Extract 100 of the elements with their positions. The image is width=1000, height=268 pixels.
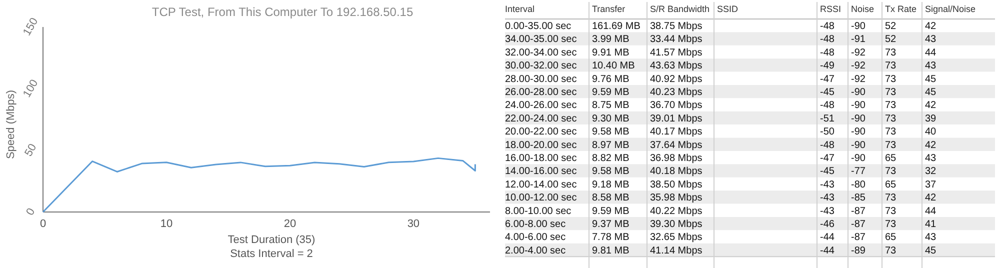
text: 44: [925, 206, 936, 217]
x-axis-title: Test Duration (35): [228, 234, 316, 246]
text: 9.59 MB: [592, 206, 630, 217]
text: 28.00-30.00 sec: [505, 74, 577, 85]
text: 24.00-26.00 sec: [505, 100, 577, 112]
y-axis-title: Speed (Mbps): [5, 90, 17, 160]
text: -90: [851, 153, 866, 164]
y-tick-label: 150: [21, 16, 41, 38]
text: 161.69 MB: [592, 21, 640, 32]
text: 43: [925, 34, 936, 46]
text: -44: [820, 245, 834, 256]
text: 9.18 MB: [592, 179, 630, 190]
text: 39: [925, 113, 936, 124]
text: 41.14 Mbps: [650, 245, 702, 256]
category-label: S/R Bandwidth: [650, 4, 710, 14]
text: -87: [851, 232, 866, 244]
y-tick-label: 50: [22, 142, 40, 159]
text: 73: [885, 126, 896, 138]
text: 41.57 Mbps: [650, 47, 702, 58]
text: -90: [851, 87, 866, 98]
text: 45: [925, 74, 936, 85]
text: 73: [885, 74, 896, 85]
text: 8.00-10.00 sec: [505, 206, 572, 217]
text: 42: [925, 140, 936, 151]
text: 14.00-16.00 sec: [505, 166, 577, 178]
text: 16.00-18.00 sec: [505, 153, 577, 164]
text: -47: [820, 74, 834, 85]
text: 39.01 Mbps: [650, 113, 702, 124]
text: 30.00-32.00 sec: [505, 60, 577, 72]
text: 9.37 MB: [592, 219, 630, 230]
text: -87: [851, 206, 866, 217]
text: 73: [885, 245, 896, 256]
text: 2.00-4.00 sec: [505, 245, 566, 256]
text: -92: [851, 60, 866, 72]
text: 8.97 MB: [592, 140, 630, 151]
category-label: RSSI: [820, 4, 842, 14]
text: 65: [885, 232, 896, 244]
text: 32.00-34.00 sec: [505, 47, 577, 58]
category-label: SSID: [717, 4, 739, 14]
text: -50: [820, 126, 834, 138]
text: 9.76 MB: [592, 74, 630, 85]
text: 43: [925, 153, 936, 164]
text: 9.58 MB: [592, 126, 630, 138]
text: -77: [851, 166, 866, 178]
text: 36.98 Mbps: [650, 153, 702, 164]
text: 65: [885, 179, 896, 190]
text: 44: [925, 47, 936, 58]
text: 39.30 Mbps: [650, 219, 702, 230]
text: 9.58 MB: [592, 166, 630, 178]
text: 4.00-6.00 sec: [505, 232, 566, 244]
text: -43: [820, 179, 834, 190]
text: 38.75 Mbps: [650, 21, 702, 32]
text: 35.98 Mbps: [650, 192, 702, 204]
text: 73: [885, 166, 896, 178]
text: 73: [885, 140, 896, 151]
text: 45: [925, 245, 936, 256]
text: 73: [885, 60, 896, 72]
text: 43: [925, 232, 936, 244]
text: -45: [820, 87, 834, 98]
text: 45: [925, 87, 936, 98]
text: Stats Interval = 2: [230, 248, 313, 260]
text: -51: [820, 113, 834, 124]
text: 52: [885, 21, 896, 32]
text: -43: [820, 192, 834, 204]
text: -90: [851, 126, 866, 138]
text: -48: [820, 47, 834, 58]
x-tick-label: 20: [284, 218, 296, 230]
text: 73: [885, 206, 896, 217]
text: -91: [851, 34, 866, 46]
text: -90: [851, 140, 866, 151]
text: 9.30 MB: [592, 113, 630, 124]
text: -46: [820, 219, 834, 230]
text: 73: [885, 100, 896, 112]
text: 18.00-20.00 sec: [505, 140, 577, 151]
text: -47: [820, 153, 834, 164]
text: 40.17 Mbps: [650, 126, 702, 138]
text: -85: [851, 192, 866, 204]
y-tick-label: 0: [24, 206, 38, 218]
text: 38.50 Mbps: [650, 179, 702, 190]
text: 73: [885, 87, 896, 98]
text: -89: [851, 245, 866, 256]
text: 40.23 Mbps: [650, 87, 702, 98]
text: -43: [820, 206, 834, 217]
text: 42: [925, 21, 936, 32]
text: 43.63 Mbps: [650, 60, 702, 72]
x-tick-label: 30: [407, 218, 420, 230]
text: 65: [885, 153, 896, 164]
text: 73: [885, 47, 896, 58]
category-label: Noise: [851, 4, 874, 14]
text: -90: [851, 113, 866, 124]
text: 8.82 MB: [592, 153, 630, 164]
text: 10.00-12.00 sec: [505, 192, 577, 204]
text: -87: [851, 219, 866, 230]
text: 37: [925, 179, 936, 190]
text: 40.18 Mbps: [650, 166, 702, 178]
text: 36.70 Mbps: [650, 100, 702, 112]
text: 42: [925, 100, 936, 112]
text: -90: [851, 100, 866, 112]
text: -44: [820, 232, 834, 244]
text: 32: [925, 166, 936, 178]
